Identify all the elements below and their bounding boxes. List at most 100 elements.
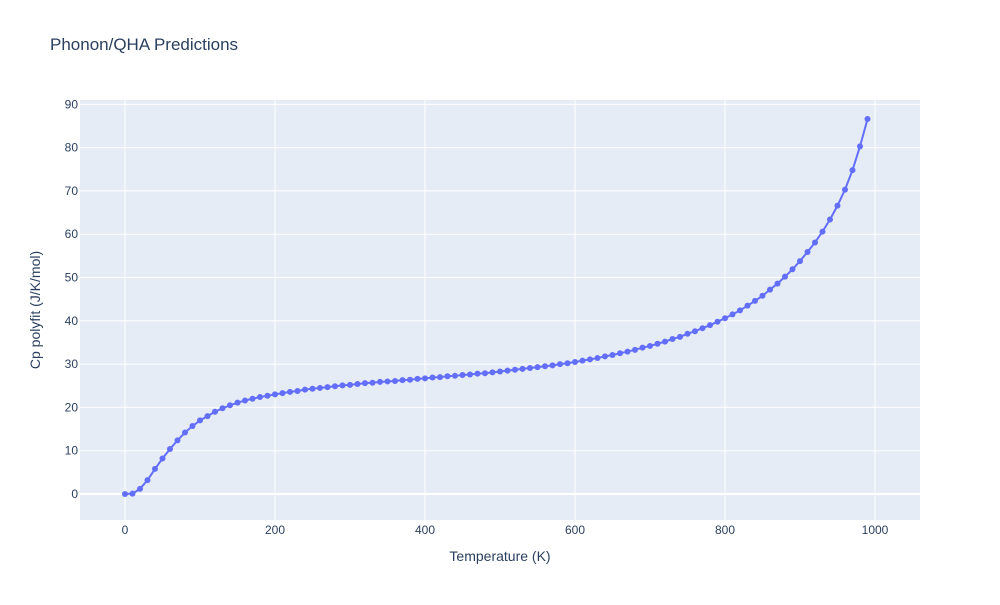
data-point[interactable] [197,417,203,424]
data-point[interactable] [212,408,218,415]
data-point[interactable] [377,378,383,385]
data-point[interactable] [392,378,398,385]
data-point[interactable] [354,381,361,388]
data-point[interactable] [414,375,421,382]
data-point[interactable] [279,390,286,397]
data-point[interactable] [474,370,481,377]
data-point[interactable] [332,383,338,390]
data-point[interactable] [632,346,638,353]
data-point[interactable] [737,307,743,314]
data-point[interactable] [819,228,826,235]
data-point[interactable] [482,370,488,377]
data-point[interactable] [129,490,136,497]
data-point[interactable] [767,286,773,293]
data-point[interactable] [774,280,781,287]
data-point[interactable] [617,350,623,357]
data-point[interactable] [459,371,466,378]
data-point[interactable] [857,143,863,150]
data-point[interactable] [812,239,818,246]
data-point[interactable] [452,372,458,379]
data-point[interactable] [152,465,158,472]
data-point[interactable] [692,328,698,335]
data-point[interactable] [122,491,128,498]
data-point[interactable] [369,379,376,386]
data-point[interactable] [549,362,556,369]
data-point[interactable] [234,399,241,406]
data-point[interactable] [242,397,248,404]
data-point[interactable] [227,402,233,409]
data-point[interactable] [287,388,293,395]
data-point[interactable] [302,386,308,393]
data-point[interactable] [557,361,563,368]
data-point[interactable] [219,405,226,412]
data-point[interactable] [264,392,271,399]
data-point[interactable] [677,333,683,340]
data-point[interactable] [144,477,151,484]
data-point[interactable] [347,381,353,388]
data-point[interactable] [699,325,706,332]
data-point[interactable] [362,380,368,387]
data-point[interactable] [594,355,601,362]
data-point[interactable] [662,338,668,345]
data-point[interactable] [317,384,323,391]
data-point[interactable] [827,216,833,223]
data-point[interactable] [257,394,263,401]
data-point[interactable] [294,387,301,394]
data-point[interactable] [587,356,593,363]
data-point[interactable] [707,322,713,329]
data-point[interactable] [654,340,661,347]
data-point[interactable] [182,429,188,436]
data-point[interactable] [864,116,871,123]
data-point[interactable] [467,371,473,378]
data-point[interactable] [572,358,578,365]
data-point[interactable] [189,423,196,430]
data-point[interactable] [542,363,548,370]
data-point[interactable] [324,384,331,391]
data-point[interactable] [137,485,143,492]
data-point[interactable] [609,352,616,359]
data-point[interactable] [504,367,511,374]
data-point[interactable] [647,342,653,349]
data-point[interactable] [804,248,811,255]
data-point[interactable] [422,375,428,382]
data-point[interactable] [602,353,608,360]
data-point[interactable] [624,348,631,355]
data-point[interactable] [512,366,518,373]
data-point[interactable] [159,455,166,462]
data-point[interactable] [272,391,278,398]
data-point[interactable] [437,374,443,381]
data-point[interactable] [384,378,391,385]
data-point[interactable] [797,258,803,265]
data-point[interactable] [714,318,721,325]
data-point[interactable] [204,413,211,420]
data-point[interactable] [527,365,533,372]
data-point[interactable] [639,344,646,351]
data-point[interactable] [339,382,346,389]
data-point[interactable] [782,273,788,280]
data-point[interactable] [744,302,751,309]
data-point[interactable] [684,330,691,337]
data-point[interactable] [534,364,541,371]
data-point[interactable] [579,357,586,364]
data-point[interactable] [789,266,796,273]
data-point[interactable] [407,376,413,383]
data-point[interactable] [309,385,316,392]
data-point[interactable] [729,311,736,318]
data-point[interactable] [519,365,526,372]
data-point[interactable] [167,445,173,452]
data-point[interactable] [249,395,256,402]
data-point[interactable] [444,373,451,380]
data-point[interactable] [834,202,841,209]
data-point[interactable] [849,167,856,174]
data-point[interactable] [752,297,758,304]
data-point[interactable] [429,374,436,381]
data-point[interactable] [842,186,848,193]
data-point[interactable] [497,368,503,375]
data-point[interactable] [564,360,571,367]
data-point[interactable] [489,369,496,376]
data-point[interactable] [669,336,676,343]
data-point[interactable] [174,437,181,444]
data-point[interactable] [399,377,406,384]
data-point[interactable] [722,315,728,322]
data-point[interactable] [759,292,766,299]
